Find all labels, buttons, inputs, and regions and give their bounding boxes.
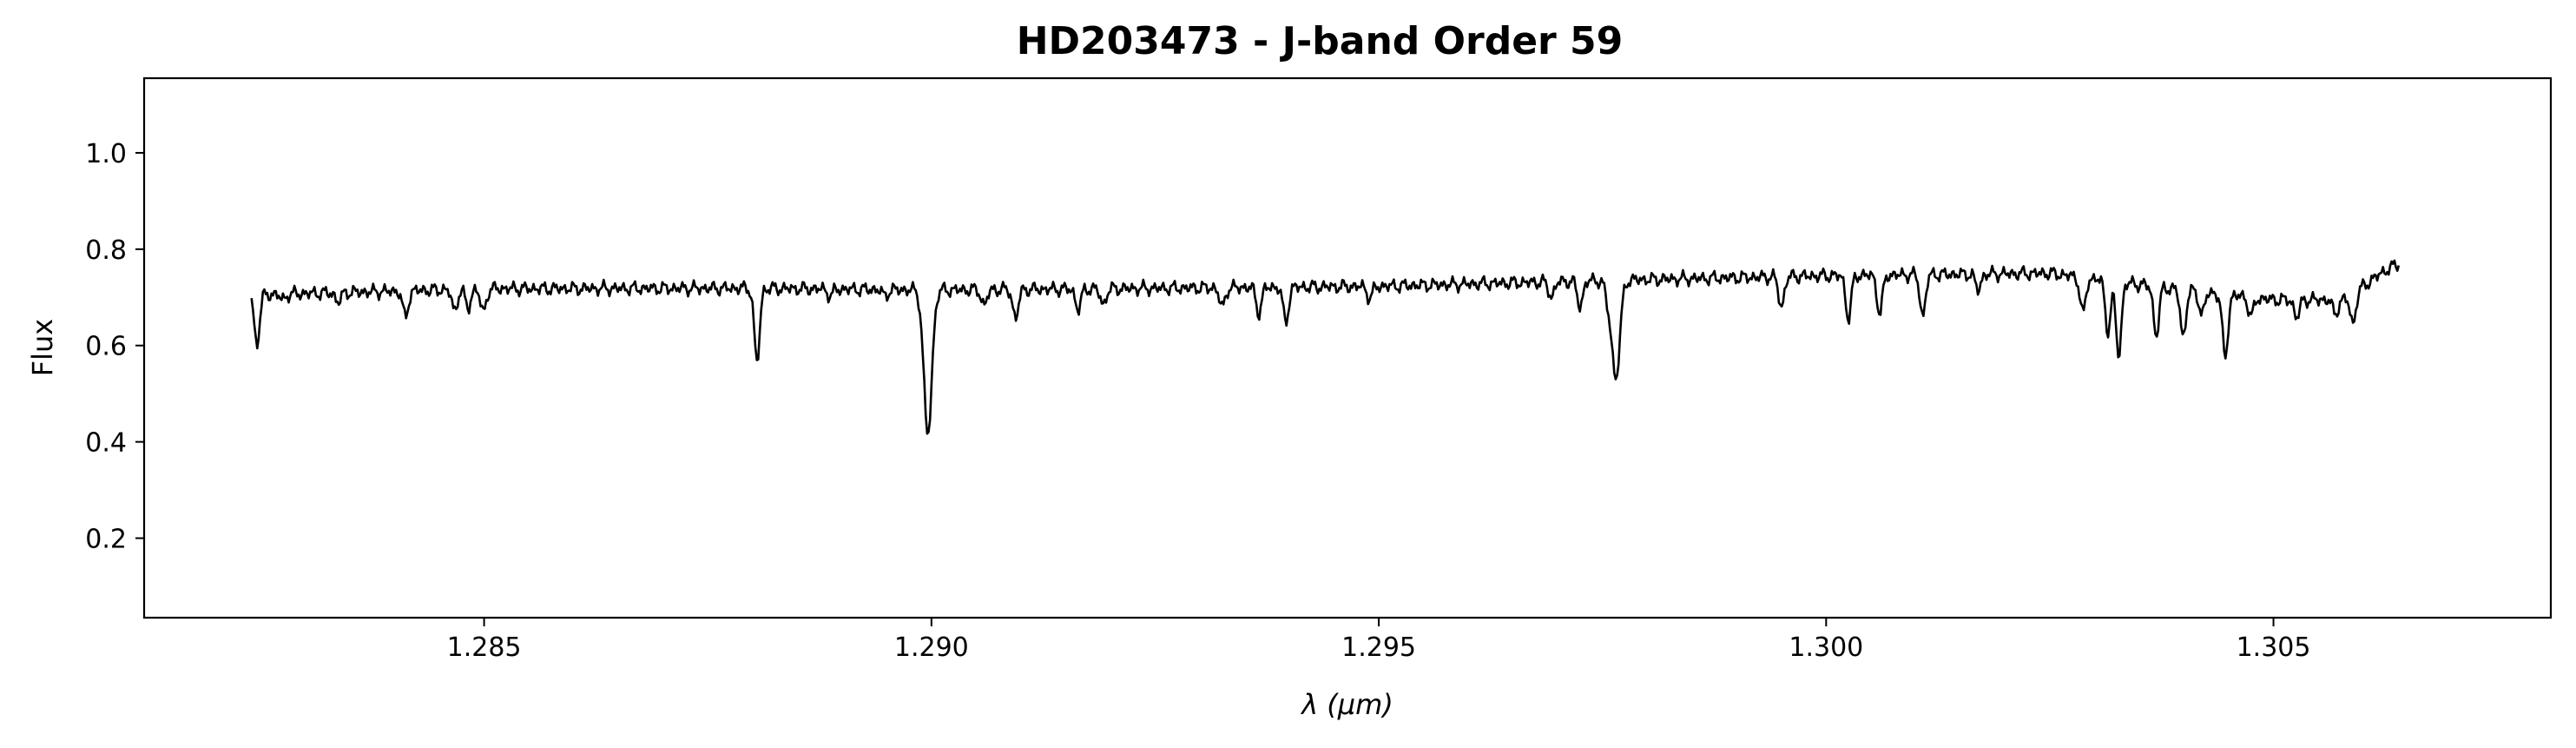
y-axis: 0.2 0.4 0.6 0.8 1.0 bbox=[85, 139, 144, 555]
x-axis: 1.285 1.290 1.295 1.300 1.305 bbox=[447, 618, 2311, 663]
chart-title: HD203473 - J-band Order 59 bbox=[1017, 19, 1624, 63]
y-tick-label: 1.0 bbox=[85, 139, 127, 169]
y-tick-label: 0.2 bbox=[85, 525, 127, 555]
y-tick-label: 0.6 bbox=[85, 332, 127, 362]
x-tick-label: 1.300 bbox=[1789, 632, 1863, 663]
x-tick-label: 1.290 bbox=[894, 632, 969, 663]
x-tick-label: 1.305 bbox=[2237, 632, 2311, 663]
y-tick-label: 0.4 bbox=[85, 428, 127, 459]
flux-series-line bbox=[250, 259, 2401, 435]
x-axis-label: λ (μm) bbox=[1300, 688, 1393, 721]
y-axis-label: Flux bbox=[26, 319, 59, 377]
x-tick-label: 1.285 bbox=[447, 632, 522, 663]
x-tick-label: 1.295 bbox=[1341, 632, 1416, 663]
y-tick-label: 0.8 bbox=[85, 235, 127, 266]
plot-area bbox=[250, 259, 2401, 435]
plot-frame bbox=[142, 76, 2553, 619]
